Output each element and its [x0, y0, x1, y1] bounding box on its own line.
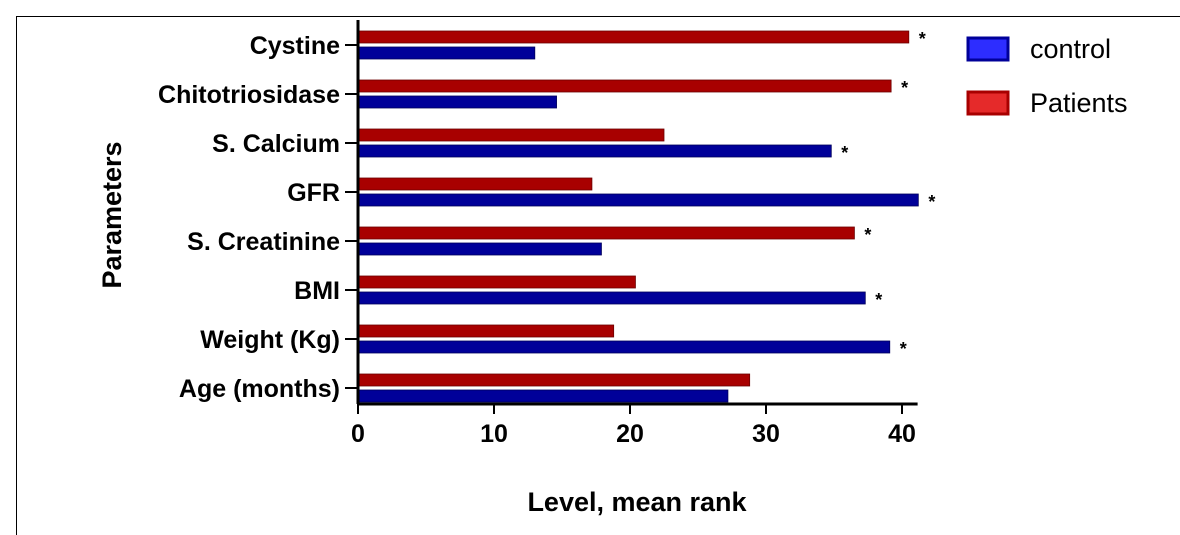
significance-star-gfr: *: [928, 192, 935, 212]
bar-patients-cystine: [357, 30, 910, 44]
bar-patients-s-creatinine: [357, 226, 855, 240]
x-tick-label-10: 10: [480, 420, 508, 448]
bar-control-weight-kg: [357, 340, 891, 354]
category-label-age-months: Age (months): [179, 375, 340, 403]
x-tick-label-0: 0: [351, 420, 365, 448]
significance-star-weight-kg: *: [900, 339, 907, 359]
x-tick-label-30: 30: [752, 420, 780, 448]
category-labels-group: Cystine Chitotriosidase S. Calcium GFR S. Cr…: [158, 32, 340, 403]
bar-patients-bmi: [357, 275, 636, 289]
significance-star-chitotriosidase: *: [901, 78, 908, 98]
bar-control-gfr: [357, 193, 919, 207]
significance-star-s-creatinine: *: [864, 225, 871, 245]
bar-control-cystine: [357, 46, 536, 60]
category-label-s-calcium: S. Calcium: [212, 130, 340, 158]
bar-control-bmi: [357, 291, 866, 305]
bar-control-s-creatinine: [357, 242, 602, 256]
bar-patients-chitotriosidase: [357, 79, 892, 93]
legend-swatch-patients: [966, 90, 1010, 116]
legend: control Patients: [966, 34, 1128, 118]
bar-patients-weight-kg: [357, 324, 615, 338]
legend-label-control: control: [1030, 34, 1111, 64]
bar-control-s-calcium: [357, 144, 832, 158]
significance-star-bmi: *: [875, 290, 882, 310]
axes-group: [345, 20, 918, 406]
category-label-bmi: BMI: [294, 277, 340, 305]
category-label-cystine: Cystine: [250, 32, 340, 60]
bars-group: [357, 30, 919, 403]
category-label-weight-kg: Weight (Kg): [200, 326, 340, 354]
bar-control-age-months: [357, 389, 729, 403]
x-ticks-group: 0 10 20 30 40: [351, 404, 916, 448]
bar-patients-age-months: [357, 373, 751, 387]
bar-patients-gfr: [357, 177, 593, 191]
bar-control-chitotriosidase: [357, 95, 557, 109]
category-label-gfr: GFR: [287, 179, 340, 207]
bar-patients-s-calcium: [357, 128, 665, 142]
x-tick-label-20: 20: [616, 420, 644, 448]
significance-markers-group: * * * * * * *: [841, 29, 935, 359]
y-axis-title: Parameters: [97, 141, 127, 288]
category-label-chitotriosidase: Chitotriosidase: [158, 81, 340, 109]
x-axis-title: Level, mean rank: [527, 487, 747, 517]
legend-swatch-control: [966, 36, 1010, 62]
figure-frame: [16, 16, 1180, 535]
significance-star-cystine: *: [919, 29, 926, 49]
x-tick-label-40: 40: [888, 420, 916, 448]
significance-star-s-calcium: *: [841, 143, 848, 163]
legend-label-patients: Patients: [1030, 88, 1128, 118]
category-label-s-creatinine: S. Creatinine: [187, 228, 340, 256]
